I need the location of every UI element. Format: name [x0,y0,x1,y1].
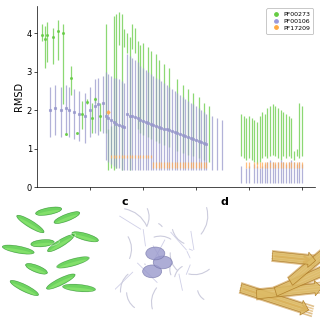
Ellipse shape [146,247,165,260]
Ellipse shape [153,256,172,269]
Ellipse shape [2,245,34,254]
Ellipse shape [74,235,96,242]
Ellipse shape [72,232,98,242]
Ellipse shape [19,218,42,232]
Ellipse shape [56,214,78,223]
FancyArrow shape [256,281,320,299]
FancyArrow shape [240,284,308,315]
Ellipse shape [31,240,54,247]
Ellipse shape [5,248,32,254]
Text: d: d [221,197,228,207]
Ellipse shape [33,243,52,246]
Ellipse shape [49,277,73,289]
Ellipse shape [12,283,36,295]
FancyArrow shape [272,252,316,268]
Ellipse shape [50,237,72,252]
Ellipse shape [46,274,75,289]
Ellipse shape [48,235,74,252]
Ellipse shape [62,284,96,292]
X-axis label: Percent Identity: Percent Identity [137,204,215,214]
Ellipse shape [17,215,44,233]
Ellipse shape [36,207,62,215]
Ellipse shape [37,210,60,215]
Ellipse shape [143,265,162,278]
FancyArrow shape [288,241,320,285]
Ellipse shape [65,287,93,291]
FancyArrow shape [274,262,320,296]
Ellipse shape [57,257,89,268]
Y-axis label: RMSD: RMSD [14,82,24,111]
Legend: PF00273, PF00106, PF17209: PF00273, PF00106, PF17209 [266,8,313,34]
Ellipse shape [27,266,46,274]
Ellipse shape [26,263,47,274]
Ellipse shape [54,212,80,223]
Text: c: c [122,197,128,207]
Ellipse shape [10,280,38,296]
Ellipse shape [59,260,87,268]
